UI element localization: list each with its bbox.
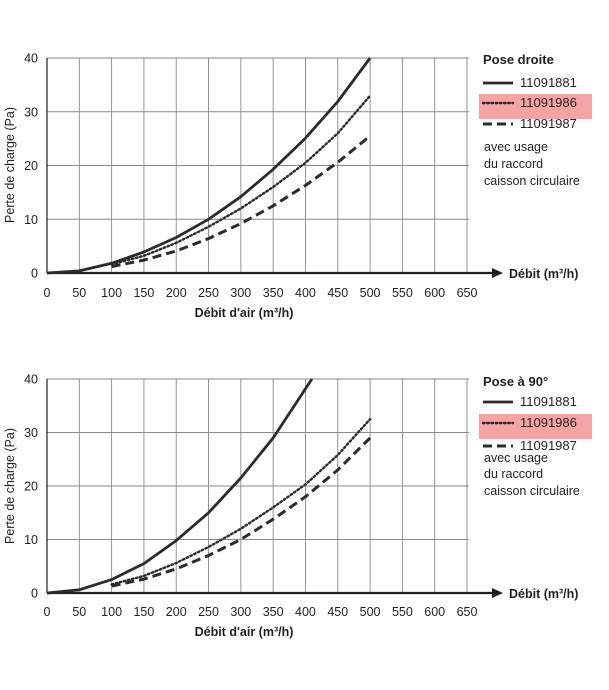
x-tick-label: 450 xyxy=(327,605,348,619)
legend-title: Pose droite xyxy=(483,52,554,67)
legend-label: 11091881 xyxy=(520,75,577,90)
x-tick-label: 250 xyxy=(198,605,219,619)
x-axis-arrow-icon xyxy=(492,268,503,278)
x-tick-label: 100 xyxy=(101,286,122,300)
legend-label: 11091881 xyxy=(520,394,577,409)
x-tick-label: 300 xyxy=(230,605,251,619)
chart-panel: 0 50 100 150 200 250 300 350 400 450 500 550 600 650 0… xyxy=(3,373,592,639)
chart-panel: 0 50 100 150 200 250 300 350 400 450 500 550 600 650 0… xyxy=(3,52,592,320)
x-tick-label: 350 xyxy=(263,605,284,619)
y-tick-label: 40 xyxy=(24,373,38,387)
x-tick-label: 0 xyxy=(44,286,51,300)
grid xyxy=(46,57,469,274)
legend-note: du raccord xyxy=(484,467,543,481)
legend-note: du raccord xyxy=(484,157,543,171)
x-tick-label: 600 xyxy=(424,605,445,619)
x-tick-label: 500 xyxy=(360,605,381,619)
series-line-11091987 xyxy=(111,436,372,588)
legend: Pose droite 11091881 11091986 11091987 avec … xyxy=(479,52,592,188)
legend-label: 11091987 xyxy=(520,116,577,131)
series-line-11091986 xyxy=(110,94,372,266)
x-tick-label: 150 xyxy=(133,286,154,300)
legend-label: 11091986 xyxy=(520,415,577,430)
y-tick-label: 20 xyxy=(24,159,38,173)
x-tick-label: 650 xyxy=(457,286,478,300)
y-tick-label: 10 xyxy=(24,213,38,227)
x-tick-label: 100 xyxy=(101,605,122,619)
x-axis-title: Débit d'air (m³/h) xyxy=(195,625,294,639)
y-tick-label: 40 xyxy=(24,52,38,66)
legend-label: 11091986 xyxy=(520,95,577,110)
series-line-11091881 xyxy=(46,57,372,275)
grid xyxy=(46,378,469,594)
y-axis-title: Perte de charge (Pa) xyxy=(3,107,17,223)
y-tick-label: 0 xyxy=(31,587,38,601)
x-tick-label: 200 xyxy=(166,605,187,619)
x-axis-arrow-title: Débit (m³/h) xyxy=(509,587,578,601)
x-tick-label: 450 xyxy=(327,286,348,300)
x-tick-label: 200 xyxy=(166,286,187,300)
y-axis-title: Perte de charge (Pa) xyxy=(3,428,17,544)
x-axis-title: Débit d'air (m³/h) xyxy=(195,306,294,320)
x-tick-label: 650 xyxy=(457,605,478,619)
legend-highlight xyxy=(479,414,592,439)
series-line-11091986 xyxy=(110,417,372,586)
legend-title: Pose à 90° xyxy=(483,374,548,389)
legend-note: caisson circulaire xyxy=(484,484,580,498)
x-tick-label: 400 xyxy=(295,286,316,300)
y-tick-label: 30 xyxy=(24,105,38,119)
y-tick-label: 10 xyxy=(24,533,38,547)
series-line-11091881 xyxy=(46,378,314,595)
x-tick-label: 550 xyxy=(392,286,413,300)
x-axis-arrow-icon xyxy=(492,588,503,598)
x-tick-label: 150 xyxy=(133,605,154,619)
y-tick-label: 20 xyxy=(24,480,38,494)
legend-note: avec usage xyxy=(484,451,548,465)
legend-note: avec usage xyxy=(484,140,548,154)
x-tick-label: 350 xyxy=(263,286,284,300)
x-tick-label: 550 xyxy=(392,605,413,619)
x-tick-label: 400 xyxy=(295,605,316,619)
x-tick-label: 50 xyxy=(72,286,86,300)
x-axis-arrow-title: Débit (m³/h) xyxy=(509,267,578,281)
legend-note: caisson circulaire xyxy=(484,174,580,188)
y-tick-label: 0 xyxy=(31,267,38,281)
legend-label: 11091987 xyxy=(520,438,577,453)
x-tick-label: 600 xyxy=(424,286,445,300)
legend-highlight xyxy=(479,94,592,119)
x-tick-label: 250 xyxy=(198,286,219,300)
series-line-11091987 xyxy=(111,134,372,269)
x-tick-label: 0 xyxy=(44,605,51,619)
x-tick-label: 50 xyxy=(72,605,86,619)
y-tick-label: 30 xyxy=(24,426,38,440)
x-tick-label: 500 xyxy=(360,286,381,300)
x-tick-label: 300 xyxy=(230,286,251,300)
